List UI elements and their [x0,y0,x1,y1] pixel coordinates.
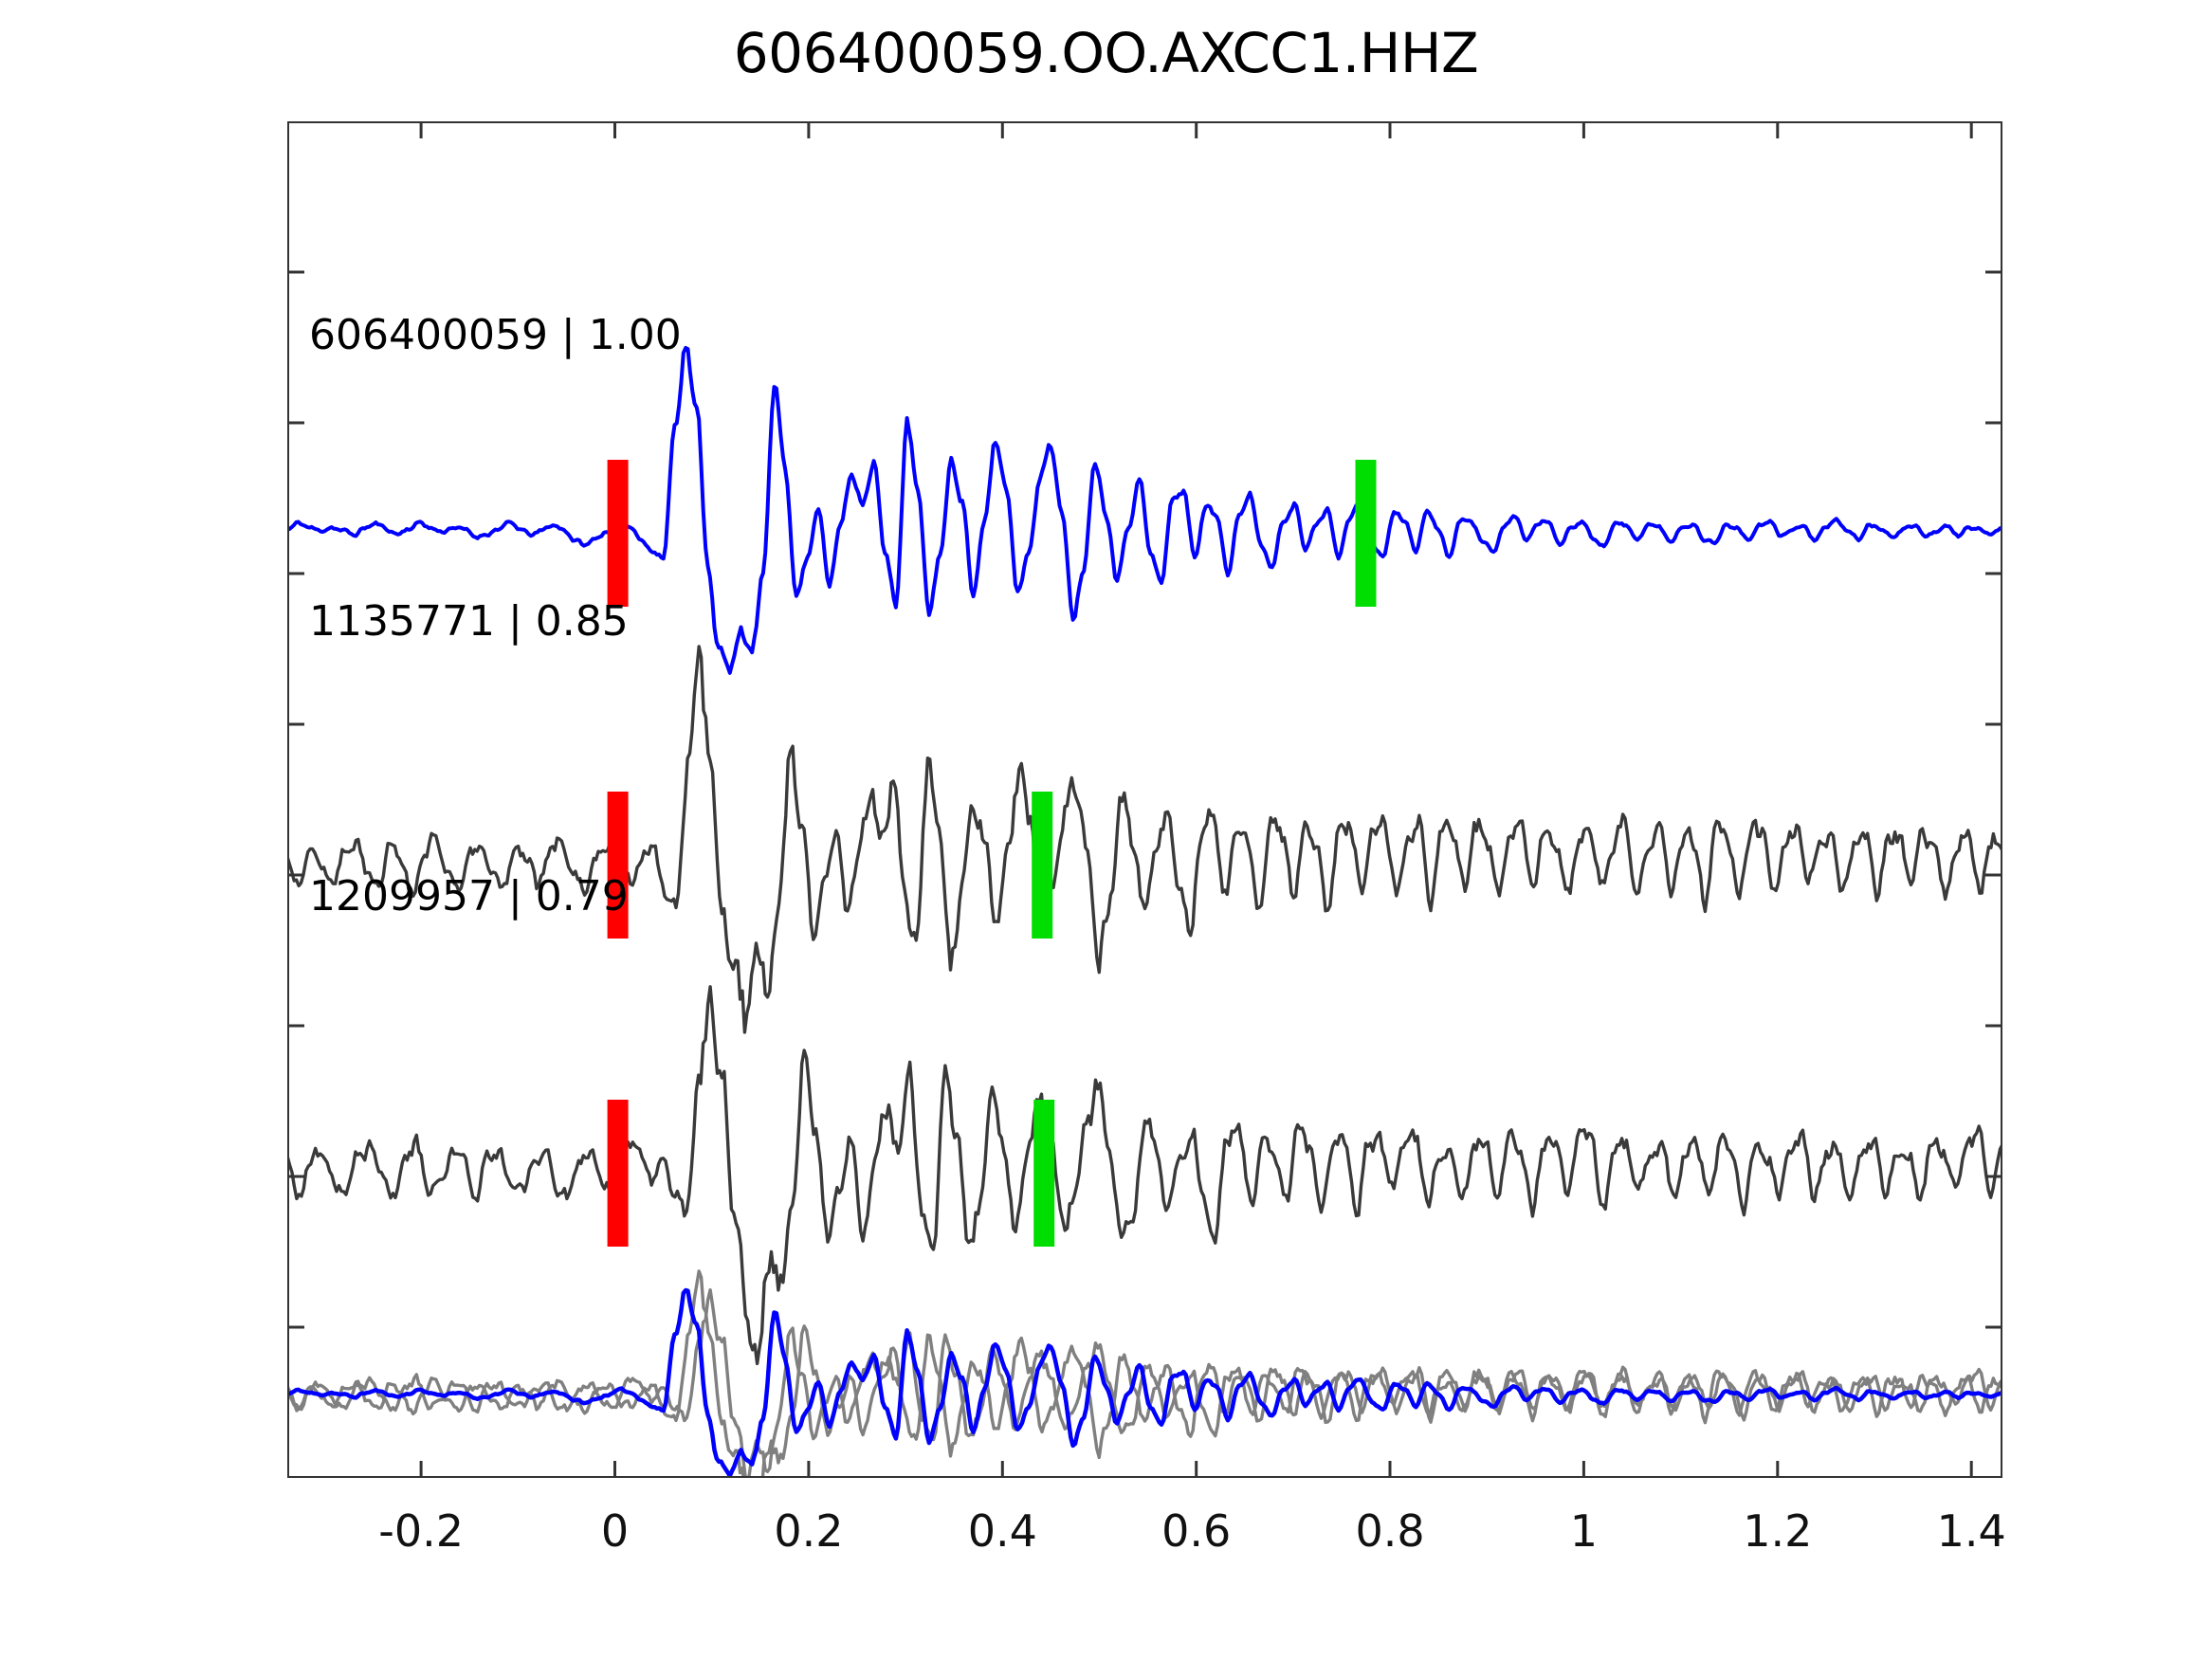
y-axis-ticks [287,270,2002,1329]
pick-marker-start-row-0 [607,460,629,607]
trace-label-1209957: 1209957 | 0.79 [309,872,629,921]
trace-label-606400059: 606400059 | 1.00 [309,311,682,359]
pick-markers-group [607,460,1377,1247]
pick-marker-end-row-1 [1032,792,1053,939]
x-tick-label-0.8: 0.8 [1355,1505,1425,1557]
x-axis-ticks [419,121,1973,1478]
trace-label-1135771: 1135771 | 0.85 [309,597,629,646]
waveform-trace-606400059 [287,346,2002,675]
x-tick-label-1.4: 1.4 [1936,1505,2006,1557]
plot-area [287,121,2002,1478]
waveform-trace-1209957 [287,985,2002,1366]
x-tick-label-0.4: 0.4 [967,1505,1037,1557]
x-tick-label-0: 0 [600,1505,630,1557]
x-tick-label-0.6: 0.6 [1161,1505,1232,1557]
traces-group [287,346,2002,1478]
pick-marker-end-row-0 [1355,460,1377,607]
pick-marker-start-row-1 [607,792,629,939]
waveform-trace-1135771 [287,645,2002,1034]
pick-marker-start-row-2 [607,1100,629,1247]
page-title: 606400059.OO.AXCC1.HHZ [733,21,1479,85]
plot-border [287,121,2002,1478]
x-tick-label-1.2: 1.2 [1743,1505,1813,1557]
x-tick-label--0.2: -0.2 [378,1505,465,1557]
x-tick-label-0.2: 0.2 [774,1505,844,1557]
overlay-trace-606400059 [287,1287,2002,1478]
pick-marker-end-row-2 [1033,1100,1055,1247]
waveform-plot-svg [287,121,2002,1478]
x-tick-label-1: 1 [1569,1505,1599,1557]
